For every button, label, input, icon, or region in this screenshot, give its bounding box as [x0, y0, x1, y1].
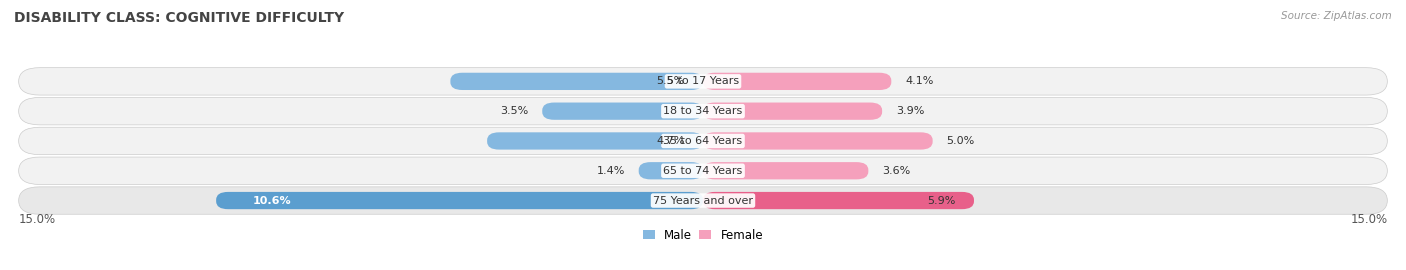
Text: 15.0%: 15.0%	[1350, 213, 1388, 227]
FancyBboxPatch shape	[703, 103, 882, 120]
Text: 75 Years and over: 75 Years and over	[652, 195, 754, 205]
Text: Source: ZipAtlas.com: Source: ZipAtlas.com	[1281, 11, 1392, 21]
FancyBboxPatch shape	[18, 127, 1388, 155]
FancyBboxPatch shape	[18, 187, 1388, 214]
Text: 10.6%: 10.6%	[253, 195, 291, 205]
FancyBboxPatch shape	[638, 162, 703, 179]
FancyBboxPatch shape	[18, 157, 1388, 184]
Text: 65 to 74 Years: 65 to 74 Years	[664, 166, 742, 176]
Text: 5 to 17 Years: 5 to 17 Years	[666, 76, 740, 86]
Text: 18 to 34 Years: 18 to 34 Years	[664, 106, 742, 116]
FancyBboxPatch shape	[486, 132, 703, 150]
FancyBboxPatch shape	[18, 68, 1388, 95]
FancyBboxPatch shape	[217, 192, 703, 209]
Text: 4.1%: 4.1%	[905, 76, 934, 86]
Text: 3.5%: 3.5%	[501, 106, 529, 116]
FancyBboxPatch shape	[450, 73, 703, 90]
Text: DISABILITY CLASS: COGNITIVE DIFFICULTY: DISABILITY CLASS: COGNITIVE DIFFICULTY	[14, 11, 344, 25]
Text: 5.5%: 5.5%	[657, 76, 685, 86]
Text: 35 to 64 Years: 35 to 64 Years	[664, 136, 742, 146]
FancyBboxPatch shape	[703, 132, 932, 150]
Text: 3.9%: 3.9%	[896, 106, 924, 116]
Legend: Male, Female: Male, Female	[638, 224, 768, 247]
Text: 1.4%: 1.4%	[596, 166, 624, 176]
FancyBboxPatch shape	[543, 103, 703, 120]
Text: 3.6%: 3.6%	[882, 166, 910, 176]
FancyBboxPatch shape	[703, 162, 869, 179]
FancyBboxPatch shape	[703, 73, 891, 90]
Text: 5.9%: 5.9%	[927, 195, 956, 205]
FancyBboxPatch shape	[18, 97, 1388, 125]
FancyBboxPatch shape	[703, 192, 974, 209]
Text: 5.0%: 5.0%	[946, 136, 974, 146]
Text: 4.7%: 4.7%	[657, 136, 685, 146]
Text: 15.0%: 15.0%	[18, 213, 56, 227]
